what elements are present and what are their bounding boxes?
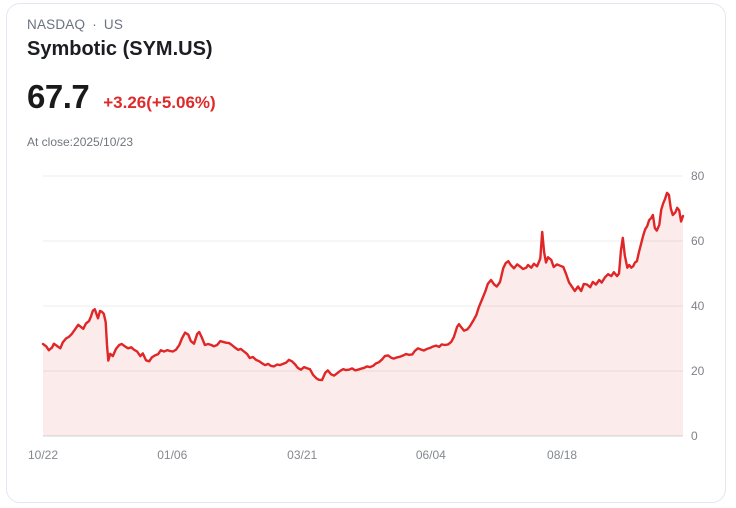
price-area-fill <box>43 192 683 436</box>
dot-separator: · <box>92 17 97 32</box>
last-price: 67.7 <box>27 78 90 115</box>
y-axis-tick: 80 <box>691 169 705 183</box>
x-axis-tick: 08/18 <box>547 448 578 462</box>
y-axis-tick: 40 <box>691 299 705 313</box>
y-axis-tick: 60 <box>691 234 705 248</box>
exchange-label: NASDAQ <box>27 17 86 32</box>
region-label: US <box>103 17 124 32</box>
y-axis-tick: 0 <box>691 429 698 443</box>
price-change: +3.26(+5.06%) <box>103 93 216 112</box>
price-line <box>41 191 685 382</box>
exchange-row: NASDAQ · US <box>27 17 123 32</box>
x-axis-tick: 10/22 <box>27 448 59 462</box>
price-row: 67.7 +3.26(+5.06%) <box>27 78 216 116</box>
x-axis-tick: 03/21 <box>287 448 318 462</box>
quote-card <box>6 3 726 503</box>
page-title: Symbotic (SYM.US) <box>27 38 213 60</box>
x-axis-tick: 06/04 <box>415 448 446 462</box>
price-chart-canvas <box>41 175 685 437</box>
y-axis-tick: 20 <box>691 364 705 378</box>
as-of-timestamp: At close:2025/10/23 <box>27 135 134 149</box>
x-axis-tick: 01/06 <box>157 448 188 462</box>
